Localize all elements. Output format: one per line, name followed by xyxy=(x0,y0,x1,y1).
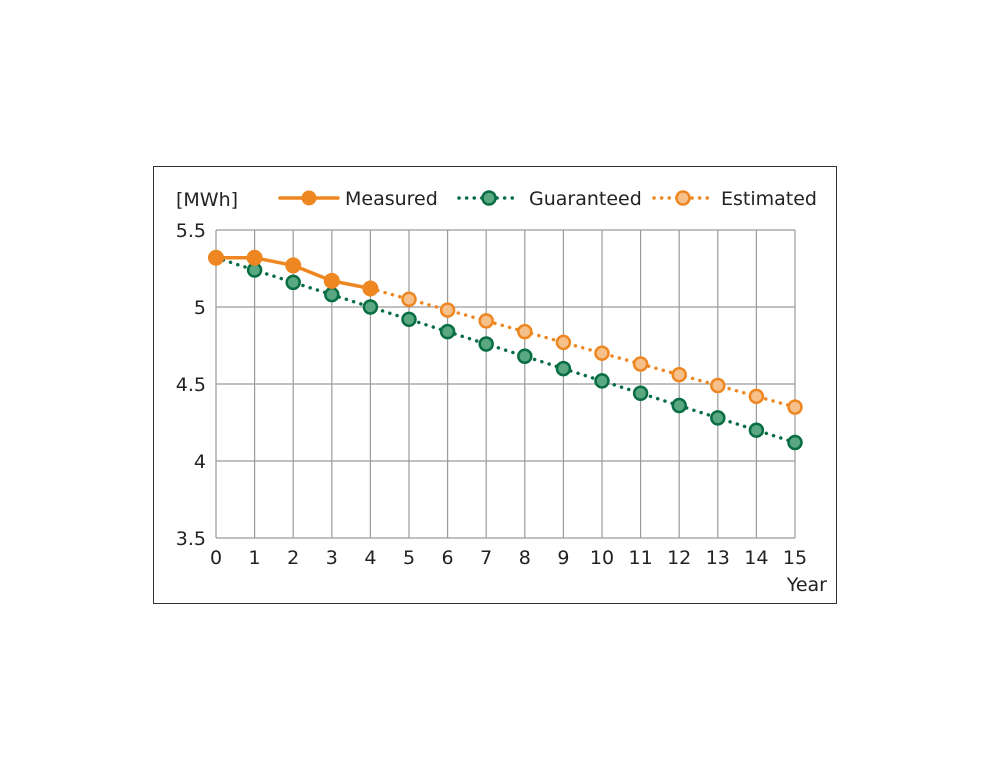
x-tick-label-4: 4 xyxy=(364,547,376,569)
axes-labels: [MWh] Year xyxy=(176,189,827,596)
y-tick-label-5: 5 xyxy=(194,297,206,319)
data-point-estimated-10 xyxy=(594,345,610,361)
legend-marker-guaranteed xyxy=(481,190,497,206)
x-tick-label-15: 15 xyxy=(783,547,807,569)
legend-label-guaranteed: Guaranteed xyxy=(529,188,642,210)
data-point-guaranteed-2 xyxy=(285,274,301,291)
unit-label: [MWh] xyxy=(176,189,238,211)
data-point-guaranteed-13 xyxy=(710,410,726,426)
x-tick-label-12: 12 xyxy=(667,547,691,569)
x-tick-label-11: 11 xyxy=(629,547,653,569)
legend: Measured Guaranteed Estimated xyxy=(278,188,817,210)
data-point-guaranteed-7 xyxy=(478,336,494,352)
legend-label-estimated: Estimated xyxy=(721,188,817,210)
data-point-estimated-11 xyxy=(632,356,649,372)
series-line-guaranteed xyxy=(214,255,797,445)
chart-frame: 0 1 2 3 4 5 6 7 8 9 10 11 12 13 14 15 3.5 4 4.5 5 5.5 [MWh] … xyxy=(153,166,837,604)
x-tick-label-6: 6 xyxy=(442,547,454,569)
data-point-measured-4 xyxy=(362,280,379,297)
data-point-guaranteed-3 xyxy=(324,286,340,303)
data-point-guaranteed-5 xyxy=(401,311,417,328)
data-point-guaranteed-11 xyxy=(632,385,649,401)
x-tick-label-13: 13 xyxy=(706,547,730,569)
data-point-estimated-7 xyxy=(478,313,494,329)
x-axis-title: Year xyxy=(786,574,827,596)
data-point-estimated-12 xyxy=(671,367,687,383)
x-tick-label-1: 1 xyxy=(249,547,261,569)
y-tick-label-4.5: 4.5 xyxy=(176,374,206,396)
x-tick-label-14: 14 xyxy=(744,547,768,569)
x-tick-label-8: 8 xyxy=(519,547,531,569)
data-point-estimated-13 xyxy=(710,377,726,394)
data-point-measured-1 xyxy=(246,249,263,266)
data-point-guaranteed-4 xyxy=(362,299,379,315)
legend-label-measured: Measured xyxy=(345,188,438,210)
x-tick-label-10: 10 xyxy=(590,547,614,569)
y-tick-label-4: 4 xyxy=(194,451,206,473)
x-tick-label-5: 5 xyxy=(403,547,415,569)
legend-marker-measured xyxy=(301,190,317,206)
data-point-estimated-5 xyxy=(401,291,417,308)
data-point-guaranteed-10 xyxy=(594,373,610,389)
series-line-estimated xyxy=(368,286,797,409)
x-tick-label-3: 3 xyxy=(326,547,338,569)
x-tick-label-2: 2 xyxy=(287,547,299,569)
x-tick-label-9: 9 xyxy=(557,547,569,569)
x-tick-label-7: 7 xyxy=(480,547,492,569)
data-point-guaranteed-8 xyxy=(517,348,533,365)
data-point-guaranteed-14 xyxy=(748,422,765,438)
data-point-estimated-8 xyxy=(517,323,533,340)
data-point-estimated-9 xyxy=(555,334,572,351)
data-point-guaranteed-12 xyxy=(671,397,687,414)
data-point-measured-2 xyxy=(285,257,302,274)
data-point-estimated-15 xyxy=(787,399,803,415)
x-tick-label-0: 0 xyxy=(210,547,222,569)
data-point-estimated-14 xyxy=(748,388,765,405)
legend-marker-estimated xyxy=(675,190,691,206)
data-point-estimated-6 xyxy=(439,302,456,318)
series-layer xyxy=(208,249,803,451)
y-tick-label-5.5: 5.5 xyxy=(176,220,206,242)
data-point-measured-3 xyxy=(323,272,340,289)
data-point-measured-0 xyxy=(208,249,224,266)
data-point-guaranteed-15 xyxy=(787,434,803,451)
grid: 0 1 2 3 4 5 6 7 8 9 10 11 12 13 14 153.544.555.5 xyxy=(176,220,807,569)
data-point-guaranteed-9 xyxy=(555,360,572,377)
line-chart: 0 1 2 3 4 5 6 7 8 9 10 11 12 13 14 153.544.555.5 [MWh] … xyxy=(176,188,827,596)
y-tick-label-3.5: 3.5 xyxy=(176,528,206,550)
data-point-guaranteed-6 xyxy=(439,323,456,340)
